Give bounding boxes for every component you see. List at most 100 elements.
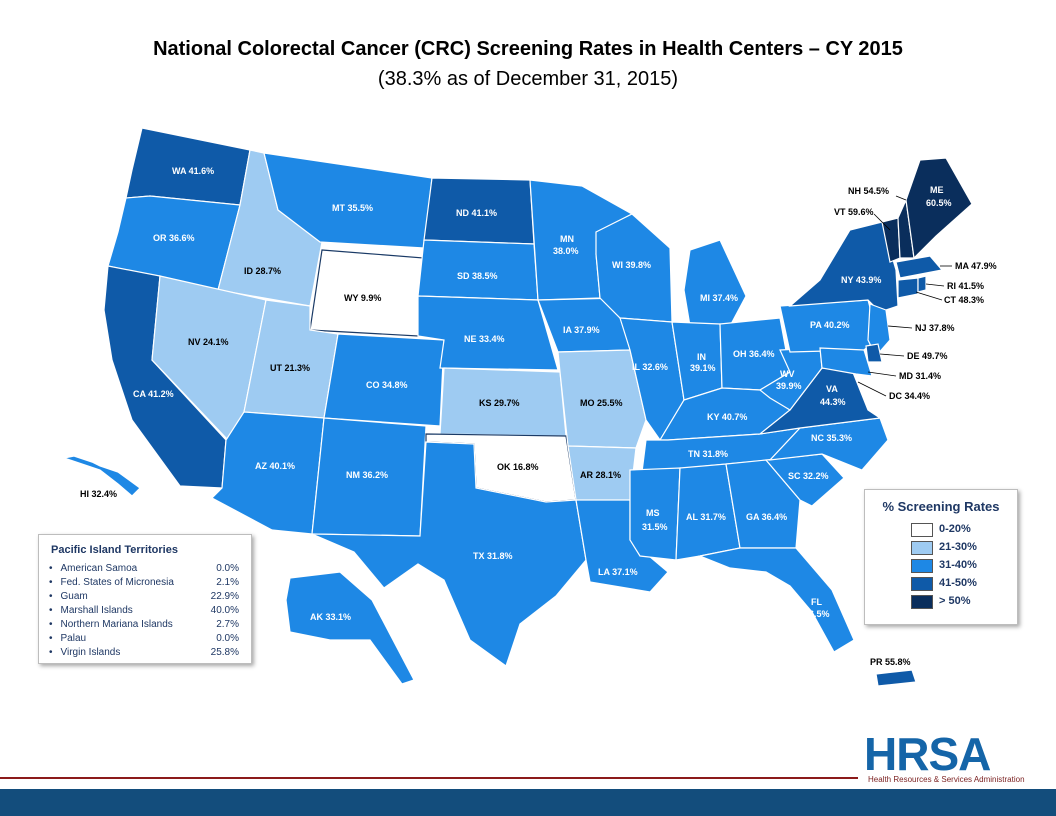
label-nd: ND 41.1% xyxy=(456,208,497,218)
label-ri: RI 41.5% xyxy=(947,281,984,291)
legend-title: % Screening Rates xyxy=(882,499,1000,514)
legend-item: 41-50% xyxy=(911,577,1011,591)
state-ny[interactable] xyxy=(788,221,899,313)
label-mo: MO 25.5% xyxy=(580,398,623,408)
label-wy: WY 9.9% xyxy=(344,293,381,303)
label-wa: WA 41.6% xyxy=(172,166,214,176)
pacific-row: American Samoa 0.0% xyxy=(49,563,239,576)
legend-item: > 50% xyxy=(911,595,1011,609)
label-ny: NY 43.9% xyxy=(841,275,881,285)
territory-name: Fed. States of Micronesia xyxy=(49,577,174,588)
label-az: AZ 40.1% xyxy=(255,461,295,471)
label-ne: NE 33.4% xyxy=(464,334,505,344)
state-nj[interactable] xyxy=(867,303,891,358)
territory-name: Marshall Islands xyxy=(49,605,133,616)
pacific-row: Guam 22.9% xyxy=(49,591,239,604)
legend-swatch xyxy=(911,595,933,609)
legend-swatch xyxy=(911,577,933,591)
label-ut: UT 21.3% xyxy=(270,363,310,373)
label-ar: AR 28.1% xyxy=(580,470,621,480)
label-tn: TN 31.8% xyxy=(688,449,728,459)
label-in-a: IN xyxy=(697,352,706,362)
state-de[interactable] xyxy=(865,343,883,363)
state-tx[interactable] xyxy=(311,441,587,667)
state-ct[interactable] xyxy=(897,277,919,299)
label-wi: WI 39.8% xyxy=(612,260,651,270)
label-ma: MA 47.9% xyxy=(955,261,997,271)
label-nh: NH 54.5% xyxy=(848,186,889,196)
label-dc: DC 34.4% xyxy=(889,391,930,401)
label-md: MD 31.4% xyxy=(899,371,941,381)
label-wv-b: 39.9% xyxy=(776,381,802,391)
label-nj: NJ 37.8% xyxy=(915,323,955,333)
territory-rate: 25.8% xyxy=(210,647,239,658)
label-va-a: VA xyxy=(826,384,838,394)
label-wv-a: WV xyxy=(780,369,795,379)
label-or: OR 36.6% xyxy=(153,233,195,243)
legend-label: 41-50% xyxy=(939,577,977,589)
legend-label: 21-30% xyxy=(939,541,977,553)
state-ri[interactable] xyxy=(917,275,927,293)
state-hi[interactable] xyxy=(61,455,141,497)
state-ms[interactable] xyxy=(629,467,681,561)
label-nm: NM 36.2% xyxy=(346,470,388,480)
territory-name: Virgin Islands xyxy=(49,647,121,658)
map-title: National Colorectal Cancer (CRC) Screeni… xyxy=(153,38,903,60)
state-ga[interactable] xyxy=(725,459,801,549)
label-sd: SD 38.5% xyxy=(457,271,498,281)
label-ok: OK 16.8% xyxy=(497,462,539,472)
territory-name: Palau xyxy=(49,633,87,644)
label-ms-b: 31.5% xyxy=(642,522,668,532)
label-tx: TX 31.8% xyxy=(473,551,513,561)
territory-name: Northern Mariana Islands xyxy=(49,619,173,630)
label-oh: OH 36.4% xyxy=(733,349,775,359)
label-mn-a: MN xyxy=(560,234,574,244)
label-sc: SC 32.2% xyxy=(788,471,829,481)
state-labels: WA 41.6% OR 36.6% CA 41.2% ID 28.7% NV 2… xyxy=(80,166,997,667)
label-mn-b: 38.0% xyxy=(553,246,579,256)
map-subtitle: (38.3% as of December 31, 2015) xyxy=(377,68,679,90)
label-mt: MT 35.5% xyxy=(332,203,373,213)
label-ct: CT 48.3% xyxy=(944,295,984,305)
state-fl[interactable] xyxy=(697,547,855,653)
label-ak: AK 33.1% xyxy=(310,612,351,622)
legend: % Screening Rates 0-20% 21-30% 31-40% 41… xyxy=(864,489,1018,625)
hrsa-tagline: Health Resources & Services Administrati… xyxy=(868,775,1025,784)
label-fl-a: FL xyxy=(811,597,822,607)
state-md[interactable] xyxy=(819,347,873,377)
states xyxy=(61,127,973,687)
label-pr: PR 55.8% xyxy=(870,657,911,667)
state-sd[interactable] xyxy=(417,239,539,301)
footer-bar xyxy=(0,789,1056,816)
pacific-row: Marshall Islands 40.0% xyxy=(49,605,239,618)
legend-item: 21-30% xyxy=(911,541,1011,555)
label-ia: IA 37.9% xyxy=(563,325,600,335)
label-fl-b: 36.5% xyxy=(804,609,830,619)
state-ak[interactable] xyxy=(285,571,415,685)
territory-rate: 0.0% xyxy=(216,563,239,574)
label-ms-a: MS xyxy=(646,508,660,518)
legend-swatch xyxy=(911,523,933,537)
legend-label: 0-20% xyxy=(939,523,971,535)
label-al: AL 31.7% xyxy=(686,512,726,522)
state-mt[interactable] xyxy=(263,152,433,249)
footer-rule xyxy=(0,777,858,779)
label-me-b: 60.5% xyxy=(926,198,952,208)
territory-name: Guam xyxy=(49,591,88,602)
label-co: CO 34.8% xyxy=(366,380,408,390)
label-nv: NV 24.1% xyxy=(188,337,229,347)
territory-pr[interactable] xyxy=(875,669,917,687)
legend-swatch xyxy=(911,541,933,555)
state-me[interactable] xyxy=(905,157,973,260)
state-ma[interactable] xyxy=(895,255,944,279)
legend-swatch xyxy=(911,559,933,573)
state-mi[interactable] xyxy=(683,239,747,327)
label-vt: VT 59.6% xyxy=(834,207,874,217)
label-pa: PA 40.2% xyxy=(810,320,850,330)
legend-label: 31-40% xyxy=(939,559,977,571)
pacific-territories-box: Pacific Island Territories American Samo… xyxy=(38,534,252,664)
label-hi: HI 32.4% xyxy=(80,489,117,499)
pacific-territories-title: Pacific Island Territories xyxy=(51,544,178,556)
territory-rate: 22.9% xyxy=(210,591,239,602)
label-ks: KS 29.7% xyxy=(479,398,520,408)
